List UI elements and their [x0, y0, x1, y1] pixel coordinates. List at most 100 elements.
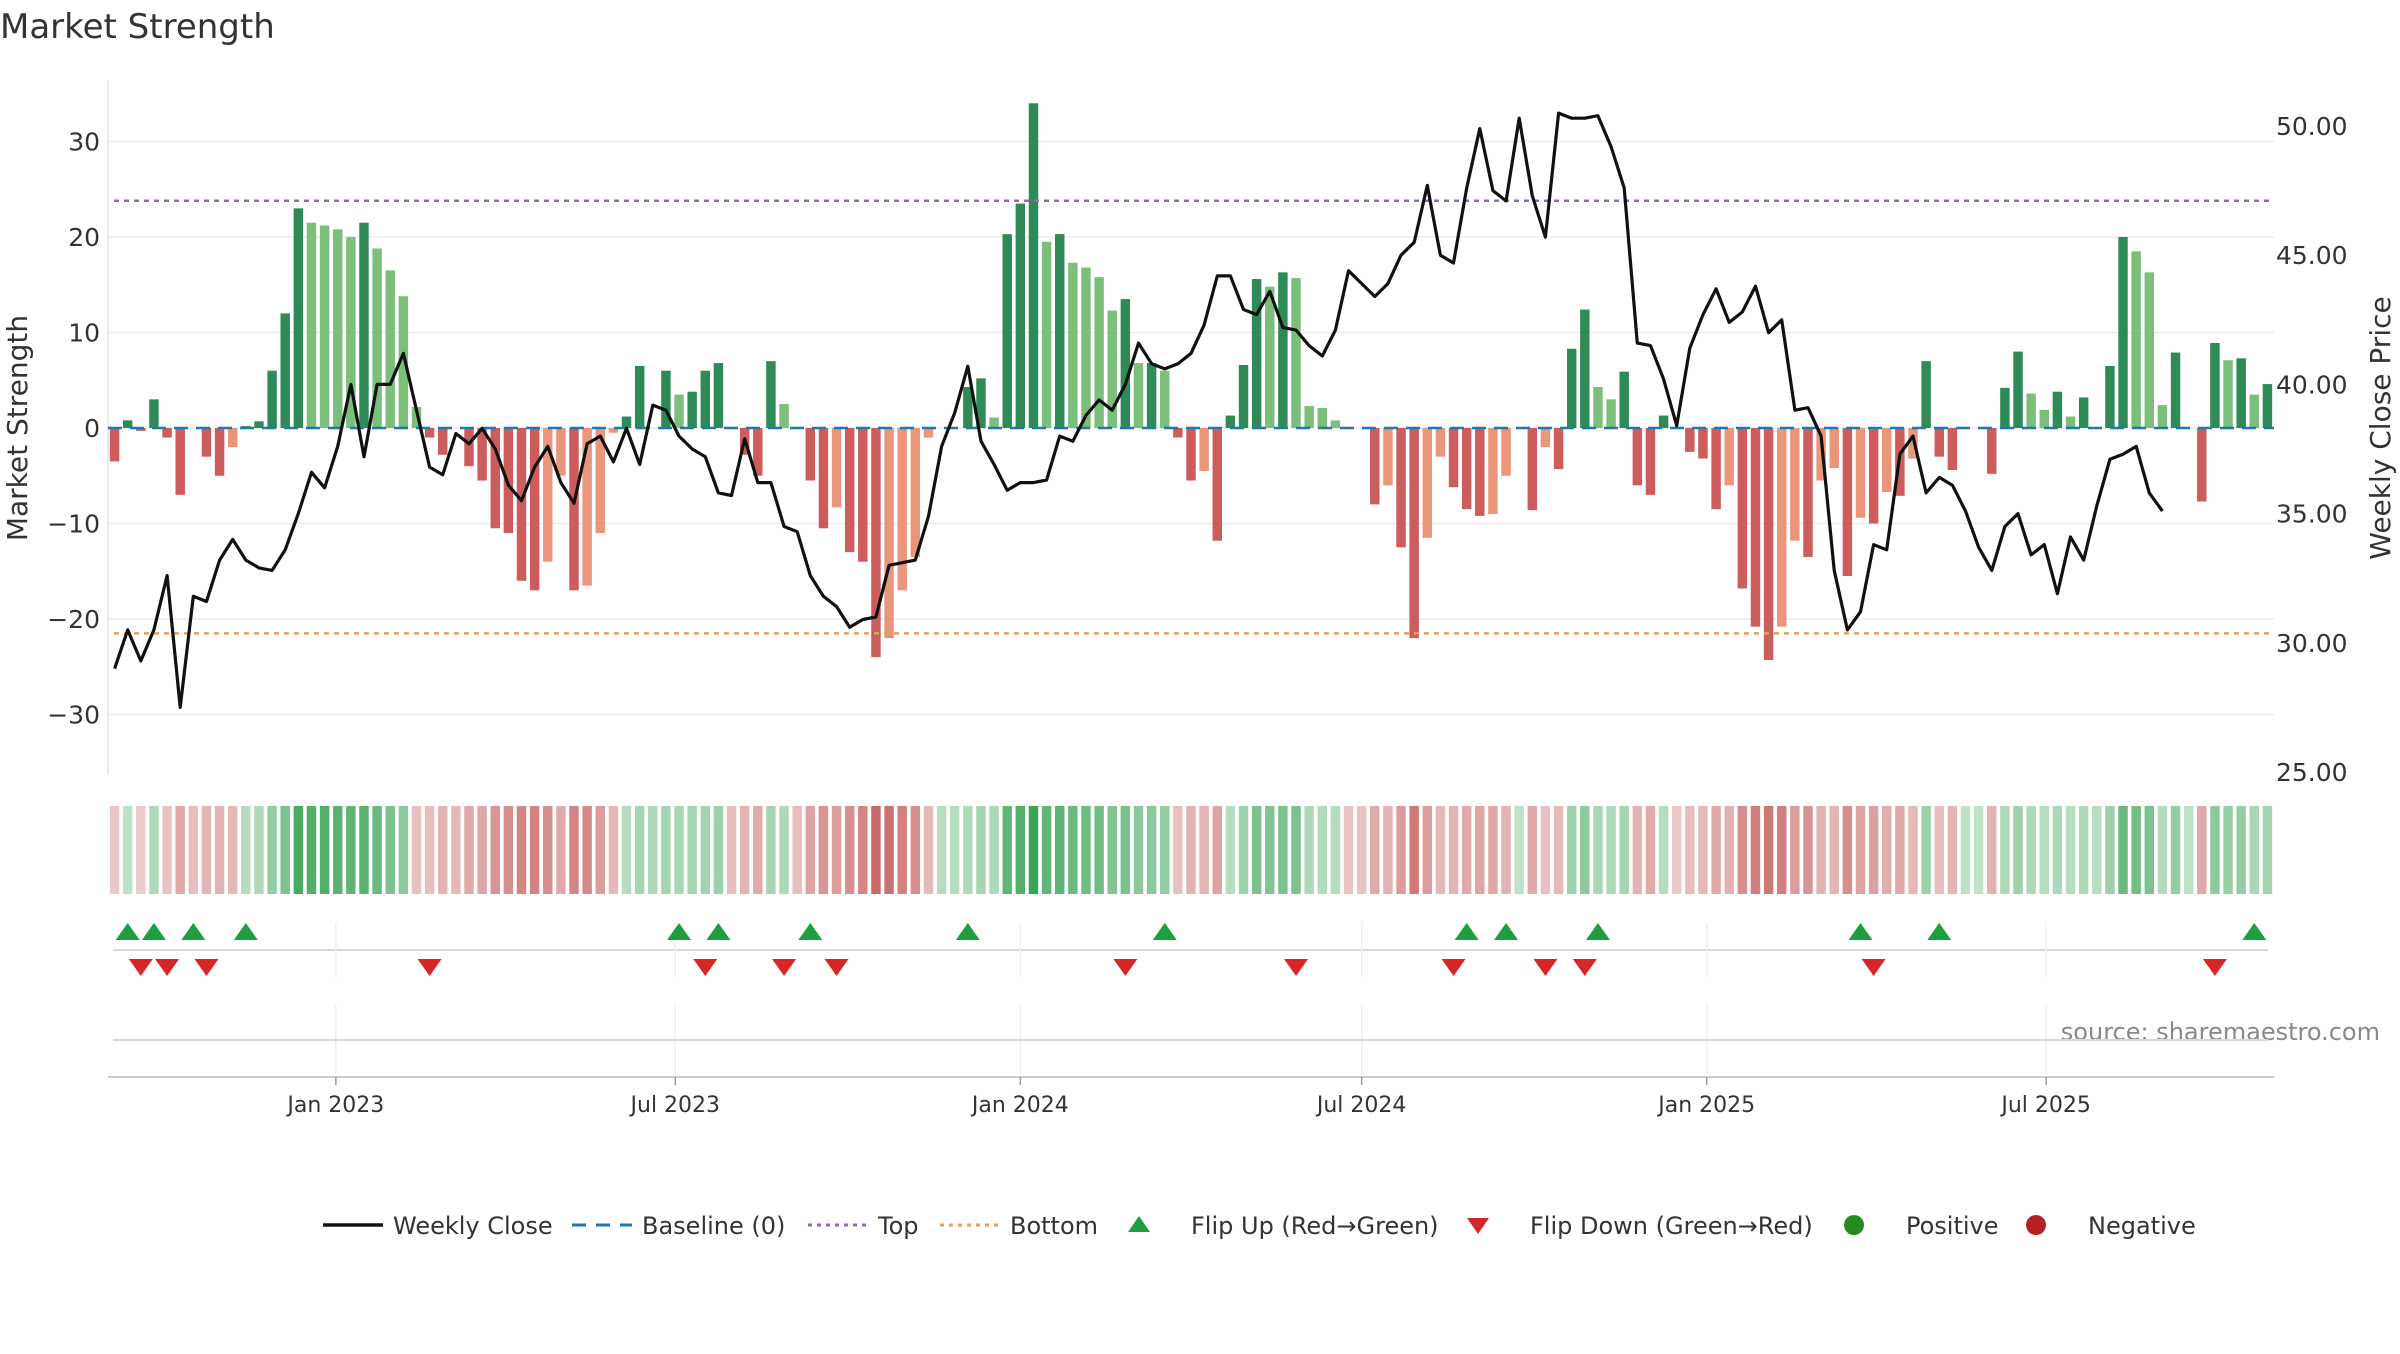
heat-cell-137 [1908, 806, 1918, 894]
heat-cell-146 [2026, 806, 2036, 894]
strength-bar-92 [1317, 407, 1327, 428]
strength-bar-146 [2026, 393, 2036, 428]
left-tick-label-4: −10 [47, 510, 100, 539]
flip-down-marker-11 [1572, 959, 1597, 976]
right-tick-label-3: 35.00 [2276, 500, 2348, 529]
heat-cell-113 [1593, 806, 1603, 894]
heat-cell-17 [333, 806, 343, 894]
strength-bar-70 [1028, 103, 1039, 429]
heat-cell-39 [621, 806, 632, 894]
heat-cell-34 [556, 806, 566, 894]
heat-cell-55 [831, 806, 842, 894]
strength-bar-162 [2236, 358, 2246, 428]
heat-cell-76 [1107, 806, 1117, 894]
heat-cell-63 [936, 806, 947, 894]
strength-bar-123 [1724, 428, 1734, 486]
heat-cell-59 [884, 806, 894, 894]
heat-cell-131 [1829, 806, 1839, 894]
strength-bar-109 [1540, 428, 1551, 448]
strength-bar-99 [1409, 428, 1419, 639]
right-axis-label: Weekly Close Price [2364, 296, 2397, 559]
source-text: source: sharemaestro.com [2061, 1018, 2380, 1046]
heat-cell-8 [214, 806, 225, 894]
flip-up-marker-2 [181, 923, 206, 940]
heat-cell-82 [1186, 806, 1196, 894]
strength-bar-67 [989, 417, 999, 428]
heat-cell-56 [844, 806, 855, 894]
left-tick-label-3: 0 [84, 414, 100, 443]
flip-down-marker-2 [194, 959, 219, 976]
strength-bar-28 [477, 428, 487, 481]
heat-cell-101 [1435, 806, 1446, 894]
strength-bar-72 [1055, 234, 1065, 428]
x-tick-label-0: Jan 2023 [285, 1093, 384, 1118]
strength-bar-117 [1645, 428, 1656, 495]
flip-up-marker-7 [955, 923, 980, 940]
strength-bar-144 [2000, 387, 2010, 428]
heat-cell-6 [188, 806, 199, 894]
heat-cell-74 [1081, 806, 1091, 894]
heat-cell-110 [1553, 806, 1564, 894]
heat-cell-37 [595, 806, 605, 894]
strength-bar-145 [2013, 351, 2023, 428]
heat-cell-85 [1225, 806, 1236, 894]
heat-cell-26 [451, 806, 461, 894]
heat-cell-93 [1330, 806, 1341, 894]
flip-down-marker-10 [1533, 959, 1558, 976]
strength-bar-50 [766, 361, 776, 428]
strength-bar-98 [1396, 428, 1406, 548]
strength-bar-3 [149, 399, 159, 428]
strength-bar-101 [1435, 428, 1446, 457]
heat-cell-2 [136, 806, 146, 894]
flip-up-marker-13 [1927, 923, 1952, 940]
strength-bar-5 [175, 428, 185, 495]
heat-cell-147 [2039, 806, 2049, 894]
heat-cell-118 [1658, 806, 1669, 894]
strength-bar-90 [1291, 278, 1301, 428]
heat-cell-15 [306, 806, 317, 894]
left-tick-label-5: −20 [47, 605, 100, 634]
heat-cell-80 [1160, 806, 1170, 894]
strength-bar-126 [1763, 428, 1774, 661]
heat-cell-0 [109, 806, 120, 894]
strength-bar-14 [293, 208, 304, 428]
heat-cell-86 [1238, 806, 1249, 894]
strength-bar-79 [1146, 363, 1157, 428]
heat-cell-106 [1501, 806, 1511, 894]
strength-bar-139 [1934, 428, 1944, 457]
heat-cell-52 [792, 806, 802, 894]
heat-cell-69 [1015, 806, 1026, 894]
heat-cell-153 [2118, 806, 2128, 894]
strength-bar-37 [595, 428, 605, 534]
heat-cell-16 [319, 806, 330, 894]
strength-bar-108 [1527, 428, 1538, 511]
heat-cell-94 [1343, 806, 1354, 894]
heat-cell-20 [372, 806, 382, 894]
flip-down-marker-3 [417, 959, 442, 976]
heat-cell-36 [582, 806, 592, 894]
strength-bar-150 [2078, 397, 2089, 428]
heat-cell-3 [149, 806, 159, 894]
flip-up-marker-9 [1454, 923, 1479, 940]
heat-cell-140 [1947, 806, 1958, 894]
heat-cell-105 [1488, 806, 1498, 894]
heat-cell-141 [1960, 806, 1971, 894]
heat-cell-29 [490, 806, 500, 894]
heat-cell-27 [464, 806, 474, 894]
flip-up-marker-12 [1848, 923, 1873, 940]
strength-bar-86 [1238, 364, 1249, 428]
heat-cell-127 [1777, 806, 1787, 894]
heat-cell-111 [1566, 806, 1577, 894]
strength-bar-20 [372, 248, 382, 428]
strength-bar-97 [1383, 428, 1393, 486]
heat-cell-155 [2144, 806, 2155, 894]
strength-bar-34 [556, 428, 566, 476]
heat-cell-42 [661, 806, 671, 894]
heat-cell-121 [1698, 806, 1708, 894]
heat-cell-78 [1133, 806, 1144, 894]
flip-down-marker-13 [2202, 959, 2227, 976]
strength-bar-91 [1304, 406, 1314, 428]
heat-cell-159 [2197, 806, 2207, 894]
strength-bar-118 [1658, 415, 1669, 428]
